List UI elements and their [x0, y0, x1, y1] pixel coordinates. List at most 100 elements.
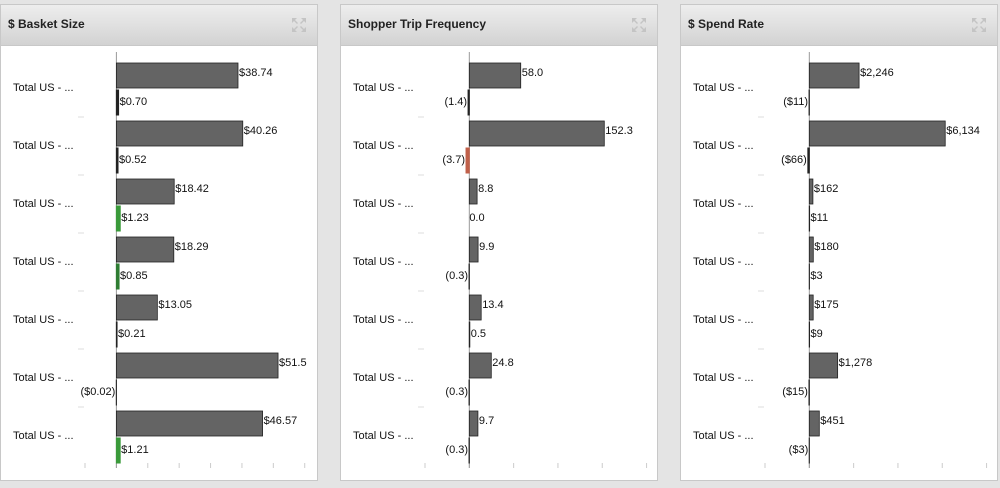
bar: [116, 63, 238, 88]
value-label: 13.4: [482, 299, 503, 311]
value-label: $13.05: [158, 299, 192, 311]
value-label: $451: [820, 415, 844, 427]
bar: [809, 411, 819, 436]
category-label: Total US - ...: [13, 140, 74, 152]
bar: [469, 121, 604, 146]
value-label: 9.7: [479, 415, 494, 427]
change-bar: [468, 90, 469, 115]
bar: [116, 295, 157, 320]
bar: [469, 295, 481, 320]
change-label: (0.3): [445, 386, 468, 398]
category-label: Total US - ...: [693, 314, 754, 326]
bar: [469, 63, 520, 88]
value-label: $1,278: [839, 357, 873, 369]
change-bar: [116, 90, 118, 115]
bar: [809, 295, 813, 320]
change-label: $1.23: [121, 212, 149, 224]
bar: [809, 237, 813, 262]
value-label: $2,246: [860, 67, 894, 79]
change-label: (0.3): [445, 444, 468, 456]
value-label: 9.9: [479, 241, 494, 253]
bar: [116, 179, 174, 204]
value-label: $18.29: [175, 241, 209, 253]
change-label: $0.70: [120, 96, 148, 108]
bar: [116, 353, 278, 378]
value-label: 58.0: [522, 67, 543, 79]
change-label: $0.85: [120, 270, 148, 282]
change-label: $11: [811, 212, 829, 224]
change-bar: [116, 322, 117, 347]
value-label: $40.26: [244, 125, 278, 137]
change-label: ($11): [783, 96, 808, 108]
change-bar: [116, 206, 120, 231]
category-label: Total US - ...: [353, 256, 414, 268]
change-bar: [116, 438, 120, 463]
category-label: Total US - ...: [13, 82, 74, 94]
category-label: Total US - ...: [693, 140, 754, 152]
value-label: 24.8: [492, 357, 513, 369]
change-label: ($15): [782, 386, 808, 398]
category-label: Total US - ...: [353, 430, 414, 442]
value-label: $51.5: [279, 357, 307, 369]
chart-panel: Shopper Trip Frequency Total US - ... 58.0…: [341, 5, 658, 481]
change-label: $0.21: [118, 328, 146, 340]
value-label: $6,134: [946, 125, 980, 137]
chart-title: $ Basket Size: [8, 17, 85, 31]
change-label: $0.52: [119, 154, 147, 166]
change-bar: [116, 264, 119, 289]
bar: [469, 353, 491, 378]
category-label: Total US - ...: [353, 82, 414, 94]
category-label: Total US - ...: [693, 256, 754, 268]
category-label: Total US - ...: [353, 314, 414, 326]
category-label: Total US - ...: [693, 430, 754, 442]
category-label: Total US - ...: [353, 372, 414, 384]
change-label: ($0.02): [80, 386, 115, 398]
chart-panel: $ Basket Size Total US - ... $38.74 $0.70 To…: [1, 5, 318, 481]
bar: [116, 411, 262, 436]
category-label: Total US - ...: [353, 198, 414, 210]
value-label: $18.42: [175, 183, 209, 195]
change-label: ($66): [781, 154, 807, 166]
chart-title: Shopper Trip Frequency: [348, 17, 486, 31]
bar: [809, 179, 813, 204]
bar: [809, 353, 837, 378]
bar: [116, 237, 173, 262]
change-label: (1.4): [444, 96, 467, 108]
change-bar: [116, 148, 118, 173]
change-label: (3.7): [442, 154, 465, 166]
category-label: Total US - ...: [693, 82, 754, 94]
change-label: $3: [810, 270, 822, 282]
value-label: $38.74: [239, 67, 273, 79]
category-label: Total US - ...: [13, 314, 74, 326]
value-label: $46.57: [264, 415, 298, 427]
change-label: 0.0: [469, 212, 484, 224]
bar: [809, 63, 859, 88]
category-label: Total US - ...: [13, 430, 74, 442]
bar: [809, 121, 945, 146]
change-label: 0.5: [471, 328, 486, 340]
bar: [469, 179, 477, 204]
category-label: Total US - ...: [353, 140, 414, 152]
value-label: $162: [814, 183, 838, 195]
chart-title: $ Spend Rate: [688, 17, 764, 31]
category-label: Total US - ...: [693, 372, 754, 384]
category-label: Total US - ...: [693, 198, 754, 210]
change-label: ($3): [789, 444, 809, 456]
bar: [116, 121, 242, 146]
change-label: $1.21: [121, 444, 149, 456]
value-label: 8.8: [478, 183, 493, 195]
category-label: Total US - ...: [13, 372, 74, 384]
bar: [469, 411, 478, 436]
category-label: Total US - ...: [13, 198, 74, 210]
value-label: 152.3: [605, 125, 633, 137]
bar: [469, 237, 478, 262]
change-label: $9: [811, 328, 823, 340]
chart-panel: $ Spend Rate Total US - ... $2,246 ($11) Tot…: [681, 5, 998, 481]
change-bar: [808, 148, 809, 173]
value-label: $175: [814, 299, 838, 311]
change-bar: [466, 148, 469, 173]
value-label: $180: [814, 241, 838, 253]
change-label: (0.3): [445, 270, 468, 282]
